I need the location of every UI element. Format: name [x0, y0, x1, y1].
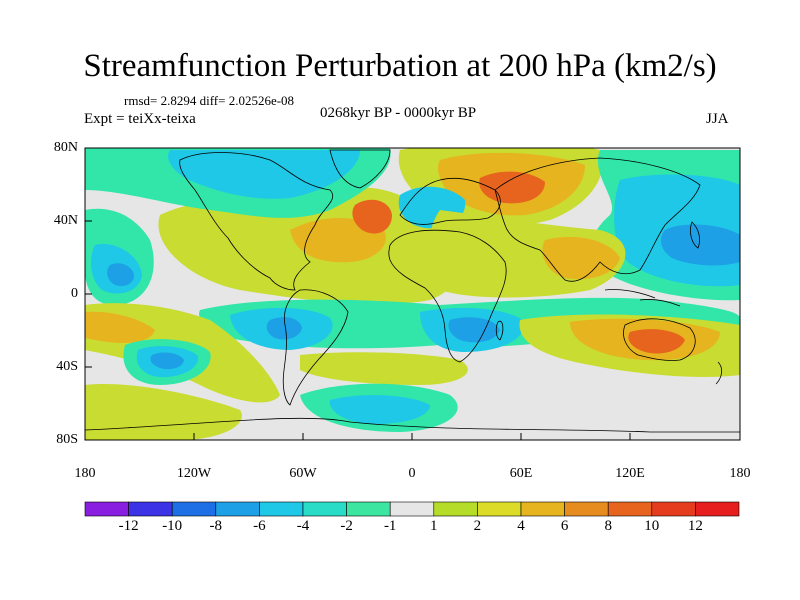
- colorbar-label: 10: [644, 518, 660, 534]
- colorbar-box-neg8-neg6: [215, 501, 260, 517]
- colorbar-box-pos6-pos8: [564, 501, 609, 517]
- colorbar-label: -1: [383, 518, 397, 534]
- colorbar-label: -2: [340, 518, 353, 534]
- colorbar-label: 4: [517, 518, 525, 534]
- coastline-new-zealand: [715, 361, 722, 385]
- negative-region-north-pacific-max: [107, 263, 134, 287]
- colorbar-label: -10: [162, 518, 183, 534]
- coastline-greenland: [329, 149, 391, 189]
- colorbar-box-neg12-neg10: [128, 501, 173, 517]
- colorbar-label: 6: [560, 518, 569, 534]
- colorbar-label: -4: [296, 518, 310, 534]
- lat-label-eq: 0: [71, 286, 78, 301]
- coastline-africa: [388, 229, 507, 363]
- lon-label-180e: 180: [729, 466, 751, 481]
- colorbar-box-pos1-pos2: [433, 501, 478, 517]
- positive-region-asia: [542, 236, 620, 280]
- period-label: 0268kyr BP - 0000kyr BP: [320, 105, 477, 121]
- colorbar-box-neg10-neg8: [171, 501, 217, 517]
- lat-label-80n: 80N: [53, 140, 78, 155]
- positive-region-eurasia-max: [479, 171, 545, 204]
- lon-label-60w: 60W: [289, 466, 317, 481]
- positive-region-south-atlantic: [300, 352, 468, 385]
- lon-label-120w: 120W: [176, 466, 212, 481]
- experiment-label: Expt = teiXx-teixa: [84, 111, 196, 127]
- colorbar-box-neg4-neg2: [302, 501, 347, 517]
- colorbar-box-pos10-pos12: [651, 501, 696, 517]
- coastline-madagascar: [495, 320, 504, 341]
- coastline-north-america: [179, 152, 333, 291]
- colorbar-box-neg6-neg4: [259, 501, 304, 517]
- axis-ticks: [84, 147, 741, 441]
- positive-region-atlantic-max: [352, 199, 392, 234]
- lon-label-120e: 120E: [615, 466, 645, 481]
- colorbar: [84, 501, 740, 517]
- lon-label-0: 0: [408, 466, 416, 481]
- coastline-japan: [690, 221, 700, 249]
- colorbar-box-neg1-pos1: [389, 501, 435, 517]
- colorbar-label: -12: [118, 518, 139, 534]
- colorbar-label: -8: [209, 518, 223, 534]
- coastline-indonesia: [604, 289, 681, 307]
- positive-region-south-pacific-mid: [85, 311, 155, 343]
- streamfunction-field: [85, 148, 740, 440]
- lon-label-60e: 60E: [509, 466, 533, 481]
- colorbar-label: 2: [473, 518, 482, 534]
- lat-label-40s: 40S: [56, 359, 78, 374]
- stats-label: rmsd= 2.8294 diff= 2.02526e-08: [124, 93, 295, 108]
- colorbar-box-pos4-pos6: [520, 501, 565, 517]
- coastline-asia: [494, 157, 701, 282]
- colorbar-label: 1: [430, 518, 438, 534]
- positive-region-antarctic: [85, 384, 242, 440]
- negative-region-north-america-mid: [168, 150, 360, 199]
- negative-region-south-america-max: [266, 317, 302, 340]
- negative-region-south-pacific-eddy-max: [150, 352, 184, 370]
- season-label: JJA: [706, 111, 729, 127]
- colorbar-box-pos2-pos4: [477, 501, 522, 517]
- colorbar-label: -6: [253, 518, 266, 534]
- colorbar-label: 12: [687, 518, 703, 534]
- colorbar-box-pos8-pos10: [607, 501, 653, 517]
- negative-region-southern-ocean-mid: [329, 395, 430, 425]
- colorbar-box-gt-pos12: [695, 501, 740, 517]
- positive-region-australia-max: [628, 329, 685, 354]
- colorbar-box-neg2-neg1: [346, 501, 391, 517]
- colorbar-label: 8: [604, 518, 612, 534]
- lat-label-40n: 40N: [53, 213, 78, 228]
- coastlines: [85, 149, 740, 433]
- negative-region-indian-ocean-max: [448, 317, 500, 343]
- colorbar-box-lt-neg12: [84, 501, 129, 517]
- coastline-australia: [623, 318, 696, 361]
- negative-region-west-pacific-max: [660, 224, 740, 266]
- coastline-antarctica: [85, 417, 740, 433]
- lon-label-180w: 180: [74, 466, 96, 481]
- coastline-south-america: [282, 289, 349, 406]
- lat-label-80s: 80S: [56, 432, 78, 447]
- coastline-europe: [399, 177, 501, 225]
- map-title: Streamfunction Perturbation at 200 hPa (…: [83, 48, 717, 84]
